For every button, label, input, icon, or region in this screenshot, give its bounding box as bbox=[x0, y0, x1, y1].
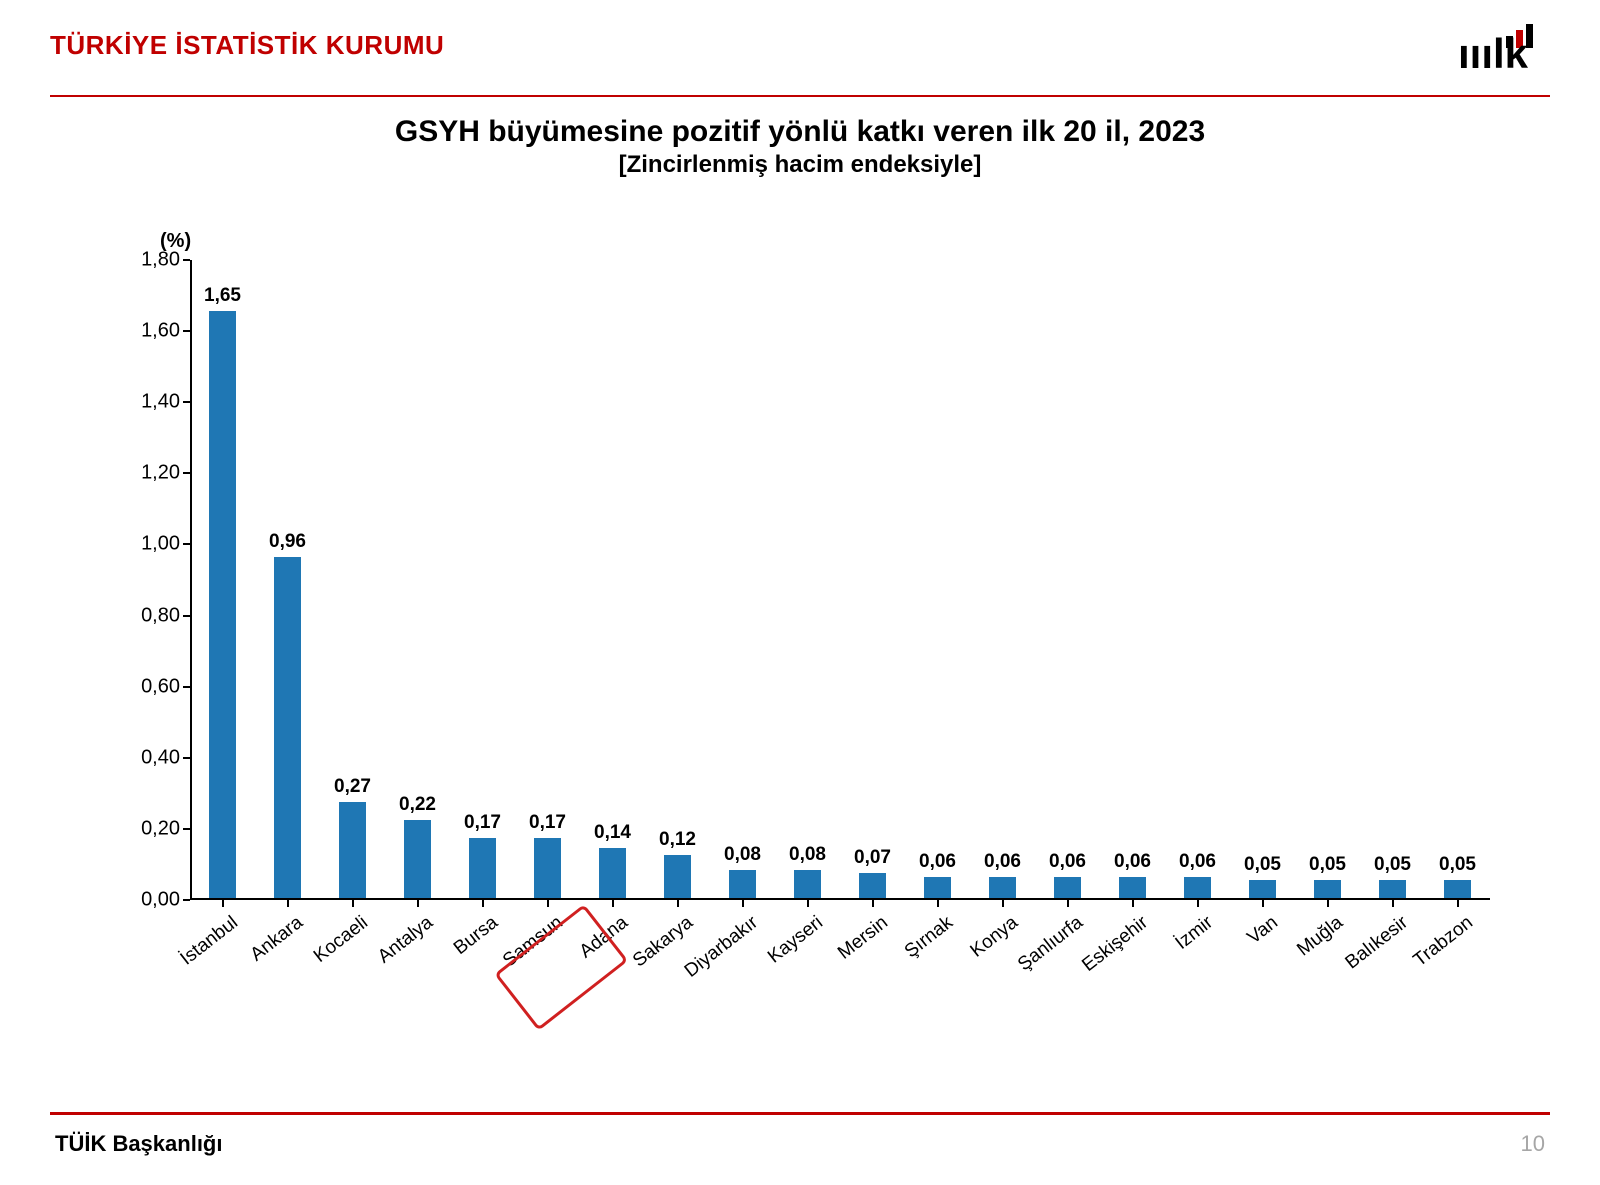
y-tick-label: 0,60 bbox=[120, 675, 180, 698]
y-tick-label: 0,00 bbox=[120, 889, 180, 912]
x-axis-category-label: Balıkesir bbox=[1341, 912, 1412, 974]
x-axis-category-label: Adana bbox=[575, 912, 632, 963]
header: TÜRKİYE İSTATİSTİK KURUMU ııılk bbox=[50, 30, 1550, 90]
chart-title: GSYH büyümesine pozitif yönlü katkı vere… bbox=[0, 115, 1600, 149]
bar-value-label: 0,27 bbox=[334, 776, 371, 798]
y-axis-line bbox=[190, 260, 192, 900]
header-divider bbox=[50, 95, 1550, 97]
bar bbox=[339, 802, 366, 898]
bar bbox=[1184, 877, 1211, 898]
y-tick-label: 1,60 bbox=[120, 320, 180, 343]
x-axis-category-label: Trabzon bbox=[1409, 912, 1477, 972]
y-tick-label: 1,20 bbox=[120, 462, 180, 485]
x-axis-category-label: Şırnak bbox=[900, 912, 957, 963]
tuik-logo-icon: ııılk bbox=[1458, 22, 1550, 79]
bar-value-label: 0,06 bbox=[1114, 851, 1151, 873]
bar-value-label: 1,65 bbox=[204, 285, 241, 307]
x-axis-category-label: Şanlıurfa bbox=[1014, 912, 1087, 976]
bar-value-label: 0,17 bbox=[529, 812, 566, 834]
x-axis-category-label: Antalya bbox=[374, 912, 437, 968]
bar-value-label: 0,96 bbox=[269, 531, 306, 553]
bar bbox=[989, 877, 1016, 898]
footer-text: TÜİK Başkanlığı bbox=[55, 1131, 222, 1157]
bar bbox=[1379, 880, 1406, 898]
y-tick-mark bbox=[183, 615, 190, 617]
bar-value-label: 0,07 bbox=[854, 847, 891, 869]
bar bbox=[794, 870, 821, 898]
bar-value-label: 0,06 bbox=[1179, 851, 1216, 873]
x-axis-category-label: Bursa bbox=[449, 912, 502, 960]
y-tick-mark bbox=[183, 899, 190, 901]
chart-title-block: GSYH büyümesine pozitif yönlü katkı vere… bbox=[0, 115, 1600, 179]
chart-subtitle: [Zincirlenmiş hacim endeksiyle] bbox=[0, 151, 1600, 179]
bar-value-label: 0,14 bbox=[594, 822, 631, 844]
x-axis-category-label: Van bbox=[1243, 912, 1282, 949]
y-tick-label: 0,40 bbox=[120, 746, 180, 769]
bar bbox=[729, 870, 756, 898]
y-tick-mark bbox=[183, 472, 190, 474]
chart-area: (%) 0,000,200,400,600,801,001,201,401,60… bbox=[130, 230, 1510, 990]
bar bbox=[599, 848, 626, 898]
y-tick-label: 0,20 bbox=[120, 817, 180, 840]
x-axis-category-label: Konya bbox=[966, 912, 1022, 963]
bar-value-label: 0,22 bbox=[399, 794, 436, 816]
x-axis-category-label: İstanbul bbox=[176, 912, 242, 970]
bar-value-label: 0,17 bbox=[464, 812, 501, 834]
bar bbox=[859, 873, 886, 898]
plot-area: 0,000,200,400,600,801,001,201,401,601,80… bbox=[190, 260, 1490, 900]
bar bbox=[404, 820, 431, 898]
bar bbox=[534, 838, 561, 898]
y-tick-label: 1,80 bbox=[120, 249, 180, 272]
y-tick-label: 1,40 bbox=[120, 391, 180, 414]
bar bbox=[209, 311, 236, 898]
x-axis-labels: İstanbulAnkaraKocaeliAntalyaBursaSamsunA… bbox=[190, 900, 1490, 1040]
bar bbox=[1314, 880, 1341, 898]
bar-value-label: 0,05 bbox=[1439, 854, 1476, 876]
x-axis-category-label: Kayseri bbox=[764, 912, 827, 968]
y-tick-mark bbox=[183, 330, 190, 332]
y-tick-mark bbox=[183, 259, 190, 261]
bar bbox=[664, 855, 691, 898]
bar-value-label: 0,12 bbox=[659, 829, 696, 851]
x-axis-category-label: Samsun bbox=[499, 912, 567, 972]
bar-value-label: 0,06 bbox=[984, 851, 1021, 873]
y-tick-mark bbox=[183, 757, 190, 759]
slide: TÜRKİYE İSTATİSTİK KURUMU ııılk GSYH büy… bbox=[0, 0, 1600, 1185]
y-tick-label: 0,80 bbox=[120, 604, 180, 627]
x-axis-category-label: Eskişehir bbox=[1078, 912, 1152, 977]
x-axis-category-label: Kocaeli bbox=[309, 912, 372, 968]
bar bbox=[1249, 880, 1276, 898]
svg-text:ııılk: ııılk bbox=[1458, 30, 1529, 74]
bar bbox=[1054, 877, 1081, 898]
y-tick-mark bbox=[183, 686, 190, 688]
bar-value-label: 0,06 bbox=[919, 851, 956, 873]
bar-value-label: 0,05 bbox=[1309, 854, 1346, 876]
bar bbox=[1444, 880, 1471, 898]
y-tick-mark bbox=[183, 401, 190, 403]
x-axis-category-label: Mersin bbox=[834, 912, 892, 964]
footer-divider bbox=[50, 1112, 1550, 1115]
bar-value-label: 0,08 bbox=[724, 844, 761, 866]
bar bbox=[924, 877, 951, 898]
x-axis-category-label: Ankara bbox=[246, 912, 307, 966]
bar-value-label: 0,05 bbox=[1374, 854, 1411, 876]
y-tick-mark bbox=[183, 543, 190, 545]
bar-value-label: 0,06 bbox=[1049, 851, 1086, 873]
bar-value-label: 0,05 bbox=[1244, 854, 1281, 876]
y-tick-mark bbox=[183, 828, 190, 830]
x-axis-category-label: İzmir bbox=[1171, 912, 1217, 955]
bar bbox=[469, 838, 496, 898]
y-tick-label: 1,00 bbox=[120, 533, 180, 556]
x-axis-category-label: Muğla bbox=[1293, 912, 1347, 961]
page-number: 10 bbox=[1521, 1131, 1545, 1157]
bar bbox=[274, 557, 301, 898]
bar-value-label: 0,08 bbox=[789, 844, 826, 866]
bar bbox=[1119, 877, 1146, 898]
org-title: TÜRKİYE İSTATİSTİK KURUMU bbox=[50, 30, 1550, 61]
